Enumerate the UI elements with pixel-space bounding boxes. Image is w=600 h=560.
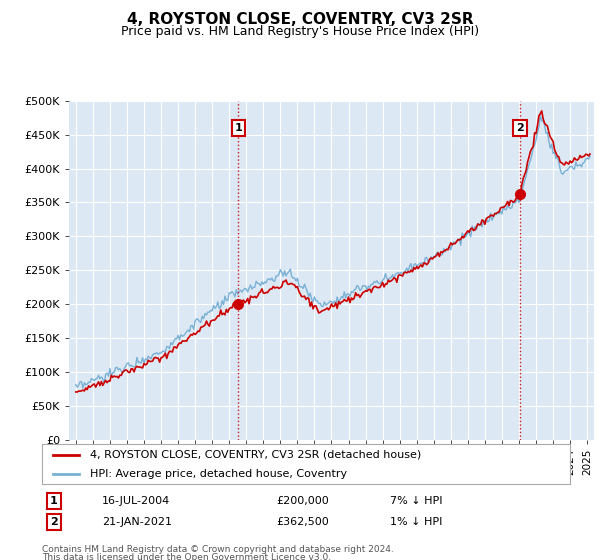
Text: 1: 1	[50, 496, 58, 506]
Text: 2: 2	[50, 517, 58, 527]
Text: 2: 2	[516, 123, 524, 133]
Text: 21-JAN-2021: 21-JAN-2021	[102, 517, 172, 527]
Text: This data is licensed under the Open Government Licence v3.0.: This data is licensed under the Open Gov…	[42, 553, 331, 560]
Text: 4, ROYSTON CLOSE, COVENTRY, CV3 2SR (detached house): 4, ROYSTON CLOSE, COVENTRY, CV3 2SR (det…	[89, 450, 421, 460]
Text: £362,500: £362,500	[276, 517, 329, 527]
Text: 7% ↓ HPI: 7% ↓ HPI	[390, 496, 443, 506]
Text: £200,000: £200,000	[276, 496, 329, 506]
Text: 16-JUL-2004: 16-JUL-2004	[102, 496, 170, 506]
Text: 4, ROYSTON CLOSE, COVENTRY, CV3 2SR: 4, ROYSTON CLOSE, COVENTRY, CV3 2SR	[127, 12, 473, 27]
Text: HPI: Average price, detached house, Coventry: HPI: Average price, detached house, Cove…	[89, 469, 347, 479]
Text: Price paid vs. HM Land Registry's House Price Index (HPI): Price paid vs. HM Land Registry's House …	[121, 25, 479, 38]
Text: 1: 1	[235, 123, 242, 133]
Text: Contains HM Land Registry data © Crown copyright and database right 2024.: Contains HM Land Registry data © Crown c…	[42, 545, 394, 554]
Text: 1% ↓ HPI: 1% ↓ HPI	[390, 517, 442, 527]
